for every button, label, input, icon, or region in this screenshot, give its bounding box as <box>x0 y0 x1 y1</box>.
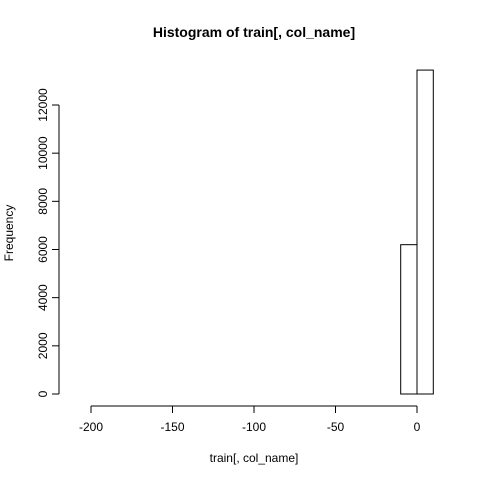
y-tick-label: 12000 <box>36 88 50 122</box>
histogram-bar <box>401 245 417 394</box>
y-tick-label: 0 <box>36 390 50 397</box>
x-axis: -200 -150 -100 -50 0 <box>79 406 421 434</box>
chart-title: Histogram of train[, col_name] <box>153 24 355 40</box>
y-tick-label: 6000 <box>36 236 50 263</box>
y-tick-label: 10000 <box>36 136 50 170</box>
x-tick-label: -100 <box>242 420 266 434</box>
y-tick-label: 8000 <box>36 188 50 215</box>
y-tick-label: 4000 <box>36 284 50 311</box>
x-axis-label: train[, col_name] <box>210 451 299 465</box>
x-tick-label: -50 <box>327 420 345 434</box>
x-tick-label: 0 <box>414 420 421 434</box>
y-tick-label: 2000 <box>36 332 50 359</box>
x-tick-label: -150 <box>160 420 184 434</box>
y-axis: 0 2000 4000 6000 8000 10000 12000 <box>36 88 59 397</box>
histogram-bar <box>417 70 433 394</box>
bars-layer <box>401 70 434 394</box>
x-tick-label: -200 <box>79 420 103 434</box>
y-axis-label: Frequency <box>2 205 16 262</box>
